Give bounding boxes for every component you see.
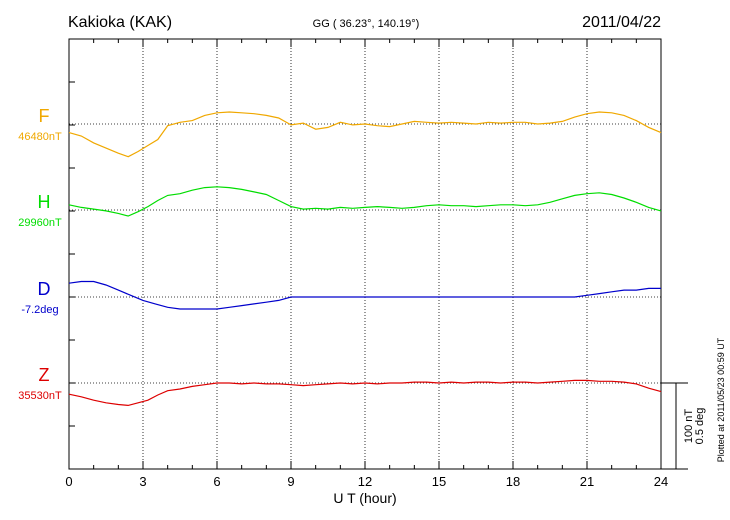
series-line-d <box>68 280 661 310</box>
x-tick-label: 21 <box>580 474 594 489</box>
x-tick-label: 9 <box>287 474 294 489</box>
x-axis-label: U T (hour) <box>333 490 396 506</box>
series-name-z: Z <box>39 365 50 385</box>
series-labels: F 46480nT H 29960nT D -7.2deg Z 35530nT <box>18 106 62 402</box>
series-baseline-z: 35530nT <box>18 390 62 402</box>
grid <box>69 39 661 469</box>
scale-nt-label: 100 nT <box>683 409 695 444</box>
plot-frame <box>68 38 662 470</box>
x-tick-label: 12 <box>358 474 372 489</box>
station-title: Kakioka (KAK) <box>68 14 172 31</box>
x-tick-label: 3 <box>139 474 146 489</box>
x-tick-label: 0 <box>65 474 72 489</box>
series-line-z <box>68 379 662 407</box>
series-name-h: H <box>38 192 51 212</box>
x-tick-label: 18 <box>506 474 520 489</box>
series-baseline-d: -7.2deg <box>21 304 58 316</box>
series-lines <box>68 111 662 407</box>
plotted-at-note: Plotted at 2011/05/23 00:59 UT <box>716 337 726 462</box>
date-label: 2011/04/22 <box>582 14 661 31</box>
series-baseline-h: 29960nT <box>18 217 62 229</box>
x-tick-label: 6 <box>213 474 220 489</box>
x-tick-label: 24 <box>654 474 668 489</box>
series-line-f <box>68 111 662 158</box>
x-tick-label: 15 <box>432 474 446 489</box>
scale-bar: 100 nT 0.5 deg <box>661 382 706 470</box>
coords-label: GG ( 36.23°, 140.19°) <box>313 18 420 30</box>
series-line-h <box>68 186 662 217</box>
series-name-d: D <box>38 279 51 299</box>
x-tick-labels: 0 3 6 9 12 15 18 21 24 <box>65 474 668 489</box>
scale-deg-label: 0.5 deg <box>694 408 706 445</box>
axis-ticks <box>68 39 662 469</box>
series-baseline-f: 46480nT <box>18 131 62 143</box>
series-name-f: F <box>39 106 50 126</box>
